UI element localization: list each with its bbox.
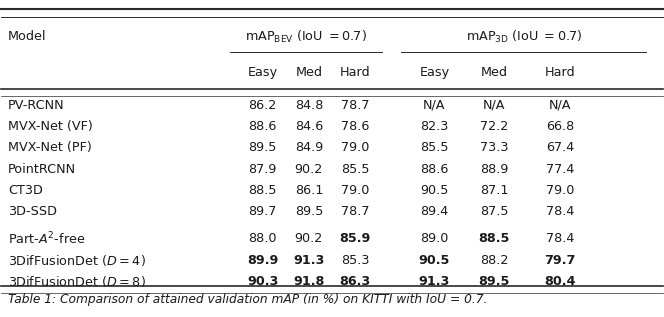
Text: 85.3: 85.3 (341, 254, 369, 267)
Text: 79.0: 79.0 (341, 141, 369, 154)
Text: N/A: N/A (483, 99, 505, 112)
Text: 90.5: 90.5 (420, 184, 449, 197)
Text: 89.0: 89.0 (420, 232, 449, 245)
Text: N/A: N/A (549, 99, 571, 112)
Text: 88.5: 88.5 (478, 232, 510, 245)
Text: 91.3: 91.3 (419, 275, 450, 288)
Text: 89.7: 89.7 (248, 205, 277, 218)
Text: Easy: Easy (420, 66, 450, 79)
Text: 91.3: 91.3 (293, 254, 325, 267)
Text: CT3D: CT3D (8, 184, 43, 197)
Text: 78.7: 78.7 (341, 205, 369, 218)
Text: 89.5: 89.5 (478, 275, 510, 288)
Text: PV-RCNN: PV-RCNN (8, 99, 64, 112)
Text: 66.8: 66.8 (546, 120, 574, 133)
Text: Med: Med (295, 66, 322, 79)
Text: 73.3: 73.3 (480, 141, 508, 154)
Text: PointRCNN: PointRCNN (8, 163, 76, 176)
Text: 79.0: 79.0 (546, 184, 574, 197)
Text: 79.7: 79.7 (544, 254, 576, 267)
Text: 84.9: 84.9 (295, 141, 323, 154)
Text: 86.2: 86.2 (248, 99, 277, 112)
Text: 87.1: 87.1 (480, 184, 508, 197)
Text: 89.4: 89.4 (420, 205, 449, 218)
Text: 88.5: 88.5 (248, 184, 277, 197)
Text: 85.9: 85.9 (339, 232, 371, 245)
Text: 90.2: 90.2 (295, 163, 323, 176)
Text: Hard: Hard (544, 66, 576, 79)
Text: 78.4: 78.4 (546, 205, 574, 218)
Text: 67.4: 67.4 (546, 141, 574, 154)
Text: 88.6: 88.6 (420, 163, 449, 176)
Text: 3DifFusionDet ($D = 8$): 3DifFusionDet ($D = 8$) (8, 274, 146, 289)
Text: 85.5: 85.5 (420, 141, 449, 154)
Text: 88.9: 88.9 (480, 163, 508, 176)
Text: Easy: Easy (248, 66, 278, 79)
Text: MVX-Net (PF): MVX-Net (PF) (8, 141, 92, 154)
Text: 3D-SSD: 3D-SSD (8, 205, 57, 218)
Text: 84.6: 84.6 (295, 120, 323, 133)
Text: Hard: Hard (340, 66, 371, 79)
Text: 78.6: 78.6 (341, 120, 369, 133)
Text: 3DifFusionDet ($D = 4$): 3DifFusionDet ($D = 4$) (8, 253, 146, 268)
Text: 90.2: 90.2 (295, 232, 323, 245)
Text: 89.5: 89.5 (295, 205, 323, 218)
Text: 91.8: 91.8 (293, 275, 325, 288)
Text: 86.1: 86.1 (295, 184, 323, 197)
Text: N/A: N/A (423, 99, 446, 112)
Text: 86.3: 86.3 (339, 275, 371, 288)
Text: 77.4: 77.4 (546, 163, 574, 176)
Text: 89.5: 89.5 (248, 141, 277, 154)
Text: 89.9: 89.9 (247, 254, 278, 267)
Text: 78.7: 78.7 (341, 99, 369, 112)
Text: MVX-Net (VF): MVX-Net (VF) (8, 120, 93, 133)
Text: 78.4: 78.4 (546, 232, 574, 245)
Text: 88.0: 88.0 (248, 232, 277, 245)
Text: 88.2: 88.2 (480, 254, 508, 267)
Text: 87.5: 87.5 (480, 205, 508, 218)
Text: Part-$A^2$-free: Part-$A^2$-free (8, 231, 86, 247)
Text: Med: Med (481, 66, 507, 79)
Text: 85.5: 85.5 (341, 163, 369, 176)
Text: Table 1: Comparison of attained validation mAP (in %) on KITTI with IoU = 0.7.: Table 1: Comparison of attained validati… (8, 293, 487, 306)
Text: 87.9: 87.9 (248, 163, 277, 176)
Text: 84.8: 84.8 (295, 99, 323, 112)
Text: 79.0: 79.0 (341, 184, 369, 197)
Text: Model: Model (8, 30, 46, 43)
Text: 82.3: 82.3 (420, 120, 449, 133)
Text: 90.5: 90.5 (419, 254, 450, 267)
Text: mAP$_{\rm BEV}$ (IoU $= 0.7$): mAP$_{\rm BEV}$ (IoU $= 0.7$) (244, 29, 367, 45)
Text: 88.6: 88.6 (248, 120, 277, 133)
Text: mAP$_{\rm 3D}$ (IoU $= 0.7$): mAP$_{\rm 3D}$ (IoU $= 0.7$) (465, 29, 582, 45)
Text: 72.2: 72.2 (480, 120, 508, 133)
Text: 90.3: 90.3 (247, 275, 278, 288)
Text: 80.4: 80.4 (544, 275, 576, 288)
